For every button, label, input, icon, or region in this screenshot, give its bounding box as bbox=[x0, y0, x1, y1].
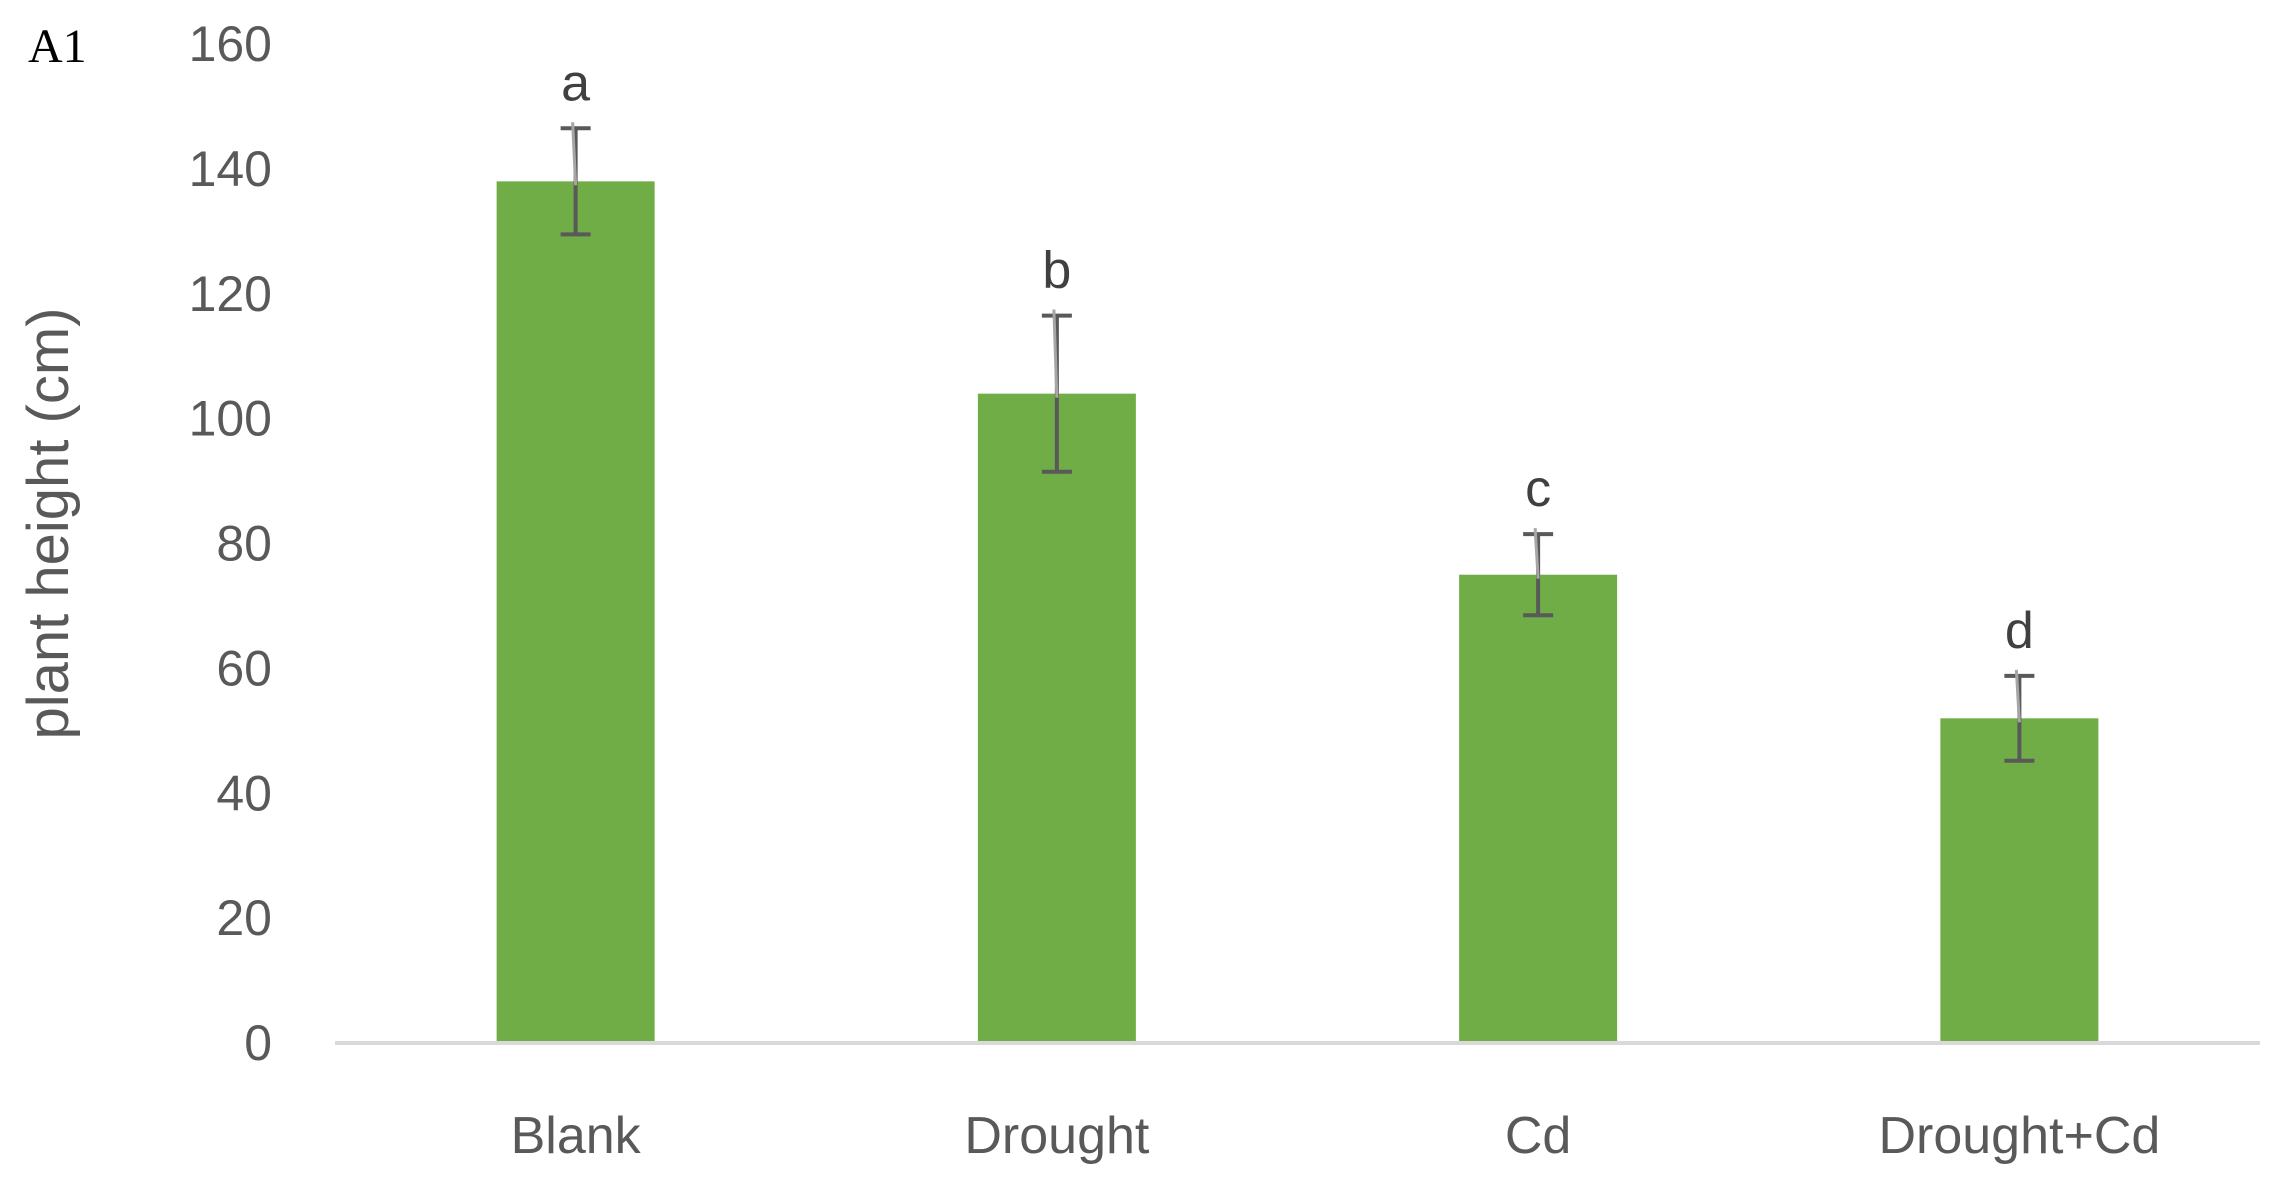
y-tick-label: 100 bbox=[189, 391, 272, 447]
x-category-label: Drought+Cd bbox=[1878, 1107, 2160, 1165]
significance-label: c bbox=[1525, 460, 1551, 518]
bar-cd bbox=[1459, 574, 1618, 1043]
significance-label: a bbox=[561, 54, 590, 112]
bar-blank bbox=[496, 181, 655, 1044]
y-tick-label: 60 bbox=[216, 640, 272, 696]
x-category-label: Drought bbox=[964, 1107, 1150, 1165]
error-bars bbox=[560, 122, 2035, 763]
significance-label: d bbox=[2005, 602, 2034, 660]
significance-label: b bbox=[1042, 242, 1071, 300]
bar-drought bbox=[977, 393, 1136, 1043]
y-tick-label: 160 bbox=[189, 16, 272, 72]
error-bar bbox=[2004, 669, 2035, 763]
y-tick-label: 40 bbox=[216, 765, 272, 821]
x-axis-categories: Blank Drought Cd Drought+Cd bbox=[511, 1107, 2161, 1165]
y-tick-label: 20 bbox=[216, 890, 272, 946]
bar-drought-cd bbox=[1940, 718, 2099, 1043]
bars bbox=[496, 181, 2099, 1044]
significance-labels: a b c d bbox=[561, 54, 2034, 660]
y-tick-label: 140 bbox=[189, 141, 272, 197]
error-bar bbox=[1523, 528, 1554, 618]
x-category-label: Cd bbox=[1505, 1107, 1571, 1165]
y-axis-title: plant height (cm) bbox=[16, 308, 81, 740]
x-category-label: Blank bbox=[511, 1107, 642, 1165]
panel-label: A1 bbox=[28, 20, 87, 73]
error-bar bbox=[1041, 309, 1072, 474]
y-tick-label: 120 bbox=[189, 266, 272, 322]
y-tick-label: 0 bbox=[244, 1015, 272, 1071]
error-bar bbox=[560, 122, 591, 237]
y-tick-label: 80 bbox=[216, 516, 272, 572]
y-axis-ticks: 0 20 40 60 80 100 120 140 160 bbox=[189, 16, 272, 1071]
